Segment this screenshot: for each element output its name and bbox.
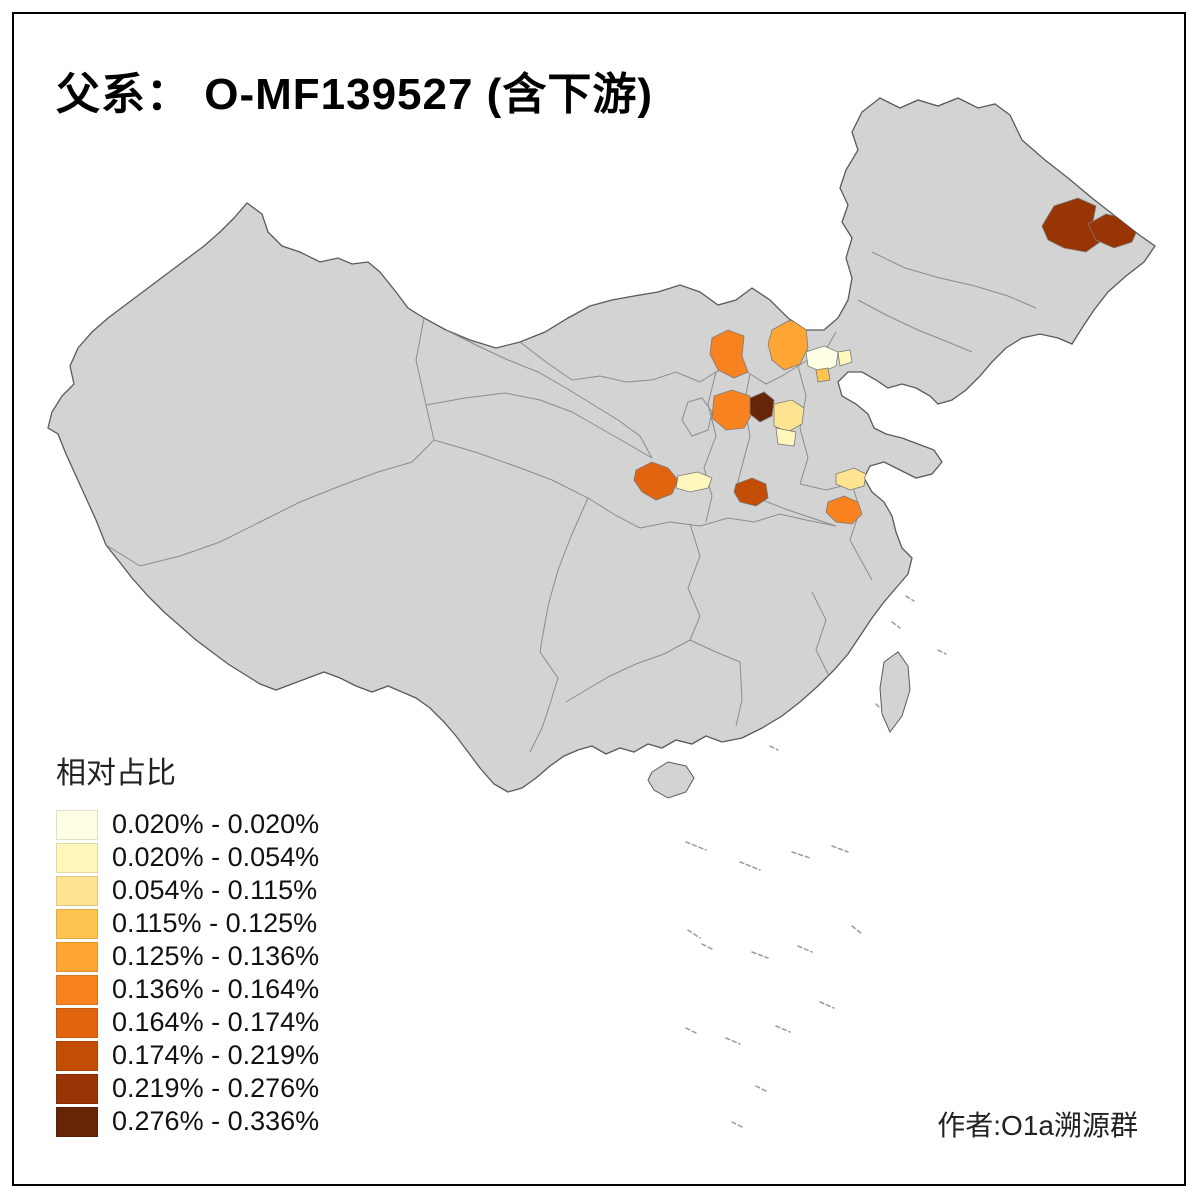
border-line xyxy=(735,373,751,491)
border-line xyxy=(681,397,713,437)
legend-label: 0.164% - 0.174% xyxy=(112,1007,320,1037)
border-line xyxy=(797,365,809,485)
map-region xyxy=(775,427,797,447)
sea-islet xyxy=(685,1027,699,1035)
sea-islet xyxy=(891,621,901,629)
map-region xyxy=(711,389,753,431)
sea-islet xyxy=(755,1085,769,1093)
border-line xyxy=(687,523,701,641)
map-region xyxy=(675,471,713,493)
sea-islet xyxy=(905,595,915,602)
legend-swatch xyxy=(56,941,98,972)
border-line xyxy=(425,392,653,459)
legend-item: 0.164% - 0.174% xyxy=(56,1006,319,1039)
border-line xyxy=(639,513,837,529)
legend-items: 0.020% - 0.020% 0.020% - 0.054% 0.054% - 0… xyxy=(56,808,319,1138)
sea-islet xyxy=(685,841,707,851)
page-title: 父系： O-MF139527 (含下游) xyxy=(56,70,653,119)
border-line xyxy=(539,497,589,653)
map-region xyxy=(633,461,679,501)
map-region xyxy=(733,477,769,507)
legend-item: 0.174% - 0.219% xyxy=(56,1039,319,1072)
border-line xyxy=(529,651,559,753)
map-region xyxy=(815,367,831,383)
legend-item: 0.125% - 0.136% xyxy=(56,940,319,973)
legend-swatch xyxy=(56,1073,98,1104)
border-line xyxy=(519,341,653,383)
sea-islet xyxy=(725,1037,741,1045)
sea-islet xyxy=(751,951,769,959)
sea-islet xyxy=(797,945,813,953)
sea-islets xyxy=(685,595,947,1129)
legend-item: 0.054% - 0.115% xyxy=(56,874,319,907)
highlight-regions xyxy=(633,197,1139,525)
map-region xyxy=(825,495,863,525)
legend-label: 0.219% - 0.276% xyxy=(112,1073,320,1103)
legend-label: 0.115% - 0.125% xyxy=(112,908,318,938)
legend-label: 0.054% - 0.115% xyxy=(112,875,318,905)
hainan-island xyxy=(647,761,695,799)
legend-swatch xyxy=(56,809,98,840)
border-line xyxy=(689,639,743,727)
legend-item: 0.020% - 0.054% xyxy=(56,841,319,874)
legend-item: 0.115% - 0.125% xyxy=(56,907,319,940)
sea-islet xyxy=(739,861,761,871)
border-line xyxy=(565,639,691,703)
sea-islet xyxy=(831,845,849,853)
sea-islet xyxy=(937,649,947,655)
legend-label: 0.020% - 0.020% xyxy=(112,809,320,839)
attribution-text: 作者:O1a溯源群 xyxy=(937,1110,1138,1141)
legend-swatch xyxy=(56,842,98,873)
legend-item: 0.219% - 0.276% xyxy=(56,1072,319,1105)
legend-swatch xyxy=(56,1007,98,1038)
border-line xyxy=(871,251,1037,309)
legend-label: 0.174% - 0.219% xyxy=(112,1040,320,1070)
map-region xyxy=(749,391,775,423)
map-region xyxy=(709,329,749,379)
map-region xyxy=(805,345,839,373)
sea-islet xyxy=(875,703,881,709)
sea-islet xyxy=(687,929,701,939)
sea-islet xyxy=(791,851,811,859)
legend-swatch xyxy=(56,1040,98,1071)
legend-label: 0.020% - 0.054% xyxy=(112,842,320,872)
border-line xyxy=(703,371,717,523)
legend: 相对占比 0.020% - 0.020% 0.020% - 0.054% 0.054… xyxy=(56,748,319,1138)
islands xyxy=(647,651,911,799)
legend-label: 0.276% - 0.336% xyxy=(112,1106,320,1136)
border-line xyxy=(445,329,653,459)
china-outline xyxy=(47,97,1156,793)
legend-swatch xyxy=(56,908,98,939)
sea-islet xyxy=(701,943,715,951)
legend-item: 0.136% - 0.164% xyxy=(56,973,319,1006)
border-line xyxy=(433,439,641,529)
map-region xyxy=(835,467,867,491)
sea-islet xyxy=(775,1025,791,1033)
taiwan-island xyxy=(879,651,911,733)
legend-title: 相对占比 xyxy=(56,757,176,790)
legend-swatch xyxy=(56,1106,98,1137)
sea-islet xyxy=(819,1001,835,1009)
legend-swatch xyxy=(56,974,98,1005)
legend-label: 0.136% - 0.164% xyxy=(112,974,320,1004)
legend-label: 0.125% - 0.136% xyxy=(112,941,320,971)
legend-item: 0.020% - 0.020% xyxy=(56,808,319,841)
sea-islet xyxy=(851,925,863,935)
legend-item: 0.276% - 0.336% xyxy=(56,1105,319,1138)
legend-swatch xyxy=(56,875,98,906)
map-region xyxy=(773,399,805,433)
map-region xyxy=(837,349,853,367)
border-line xyxy=(857,299,973,353)
sea-islet xyxy=(769,745,779,751)
sea-islet xyxy=(731,1121,745,1129)
